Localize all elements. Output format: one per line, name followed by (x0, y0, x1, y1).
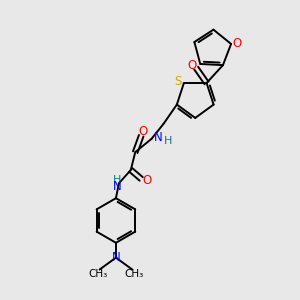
Text: CH₃: CH₃ (124, 269, 143, 279)
Text: N: N (112, 251, 120, 264)
Text: O: O (142, 174, 152, 187)
Text: O: O (232, 38, 242, 50)
Text: N: N (113, 180, 122, 193)
Text: CH₃: CH₃ (88, 269, 108, 279)
Text: S: S (174, 75, 182, 88)
Text: H: H (113, 175, 122, 185)
Text: O: O (138, 125, 147, 138)
Text: H: H (164, 136, 172, 146)
Text: O: O (187, 58, 196, 72)
Text: N: N (154, 131, 163, 144)
